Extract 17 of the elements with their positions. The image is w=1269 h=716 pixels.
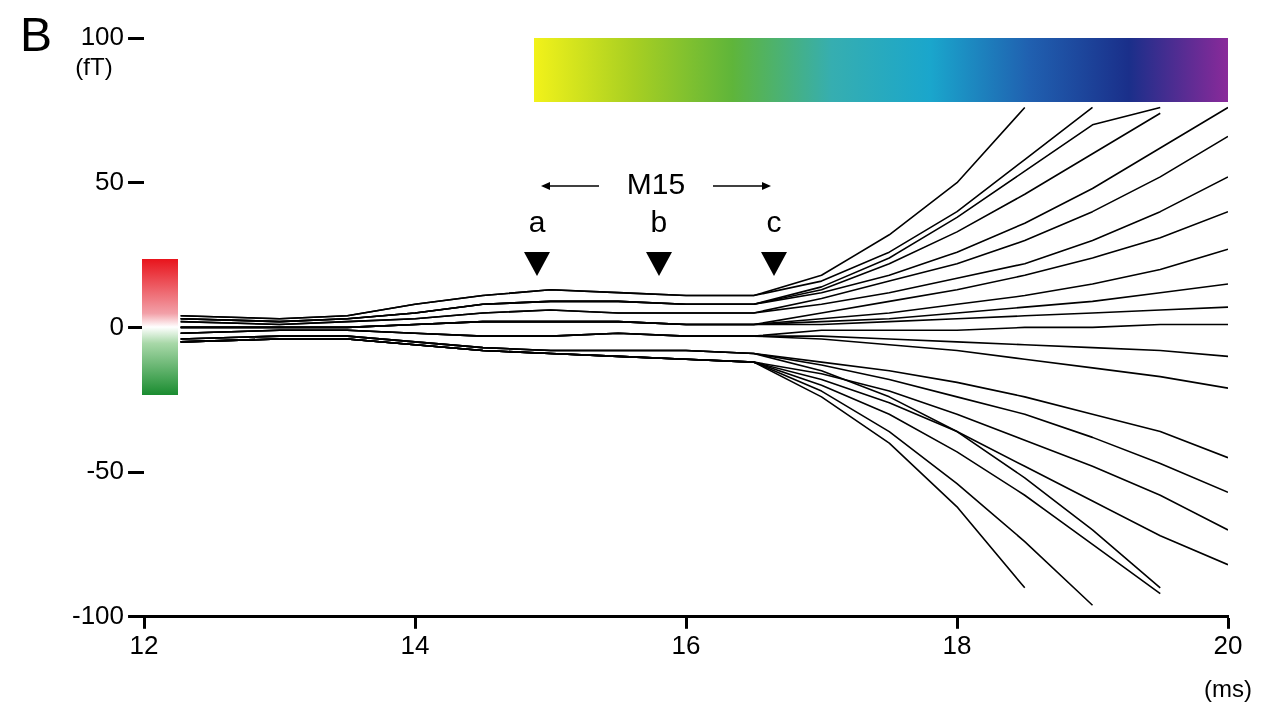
x-tick-label: 16 xyxy=(671,629,701,660)
x-tick-label: 12 xyxy=(129,629,159,660)
text: B xyxy=(20,8,53,62)
y-tick-label: -50 xyxy=(86,455,125,486)
y-tick-label: -100 xyxy=(71,599,125,630)
annotation: b xyxy=(650,205,668,238)
x-tick-label: 14 xyxy=(400,629,430,660)
annotation: a xyxy=(528,205,546,238)
x-axis-title: (ms) xyxy=(1204,674,1252,702)
y-axis-title: (fT) xyxy=(75,52,113,80)
y-tick-label: 100 xyxy=(80,21,125,52)
annotation: c xyxy=(766,205,782,238)
annotation: M15 xyxy=(626,167,686,201)
y-tick-label: 50 xyxy=(95,165,125,196)
x-tick-label: 20 xyxy=(1213,629,1243,660)
y-tick-label: 0 xyxy=(109,310,125,341)
x-tick-label: 18 xyxy=(942,629,972,660)
